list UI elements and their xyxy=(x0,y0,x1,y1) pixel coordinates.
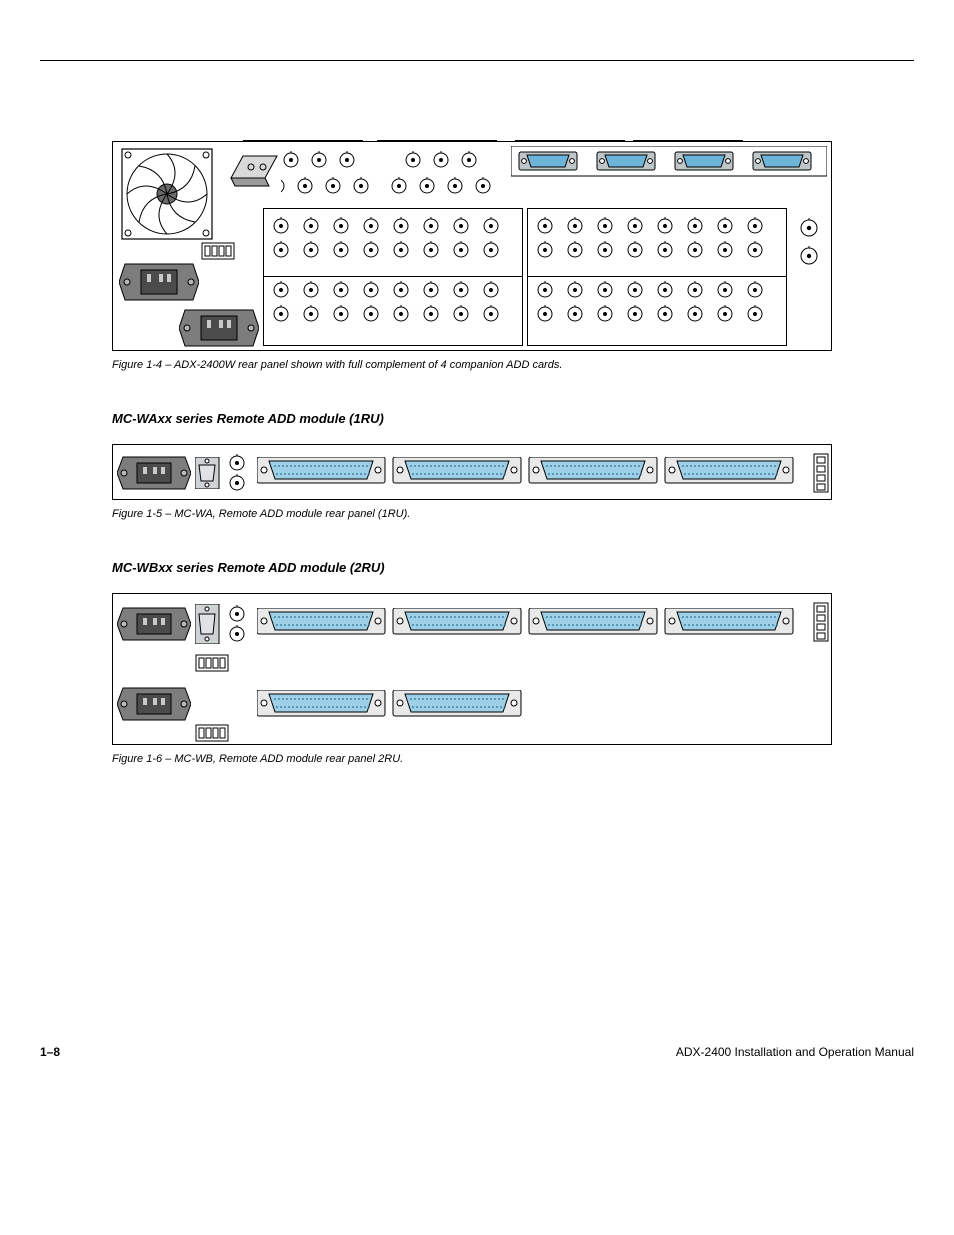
de9-small-icon xyxy=(195,604,223,644)
fan-icon xyxy=(121,148,213,240)
psu-a-icon xyxy=(117,600,191,648)
de9-small-icon xyxy=(195,457,223,489)
mc-wa-rear-panel xyxy=(112,444,832,500)
figure-caption-b: Figure 1-5 – MC-WA, Remote ADD module re… xyxy=(112,508,914,520)
dip-switch-icon xyxy=(201,242,235,260)
adx-2400w-rear-panel xyxy=(112,141,832,351)
psu-icon xyxy=(117,449,191,497)
heading-mc-waxx: MC-WAxx series Remote ADD module (1RU) xyxy=(112,411,914,426)
bnc-pair-icon xyxy=(227,453,251,493)
card1-bnc-grid-icon xyxy=(269,214,519,342)
figure-caption-a: Figure 1-4 – ADX-2400W rear panel shown … xyxy=(112,359,914,371)
footer-pagenum: 1–8 xyxy=(40,1045,60,1059)
dip-a-icon xyxy=(195,654,229,672)
dip-b-icon xyxy=(195,724,229,742)
footer-title: ADX-2400 Installation and Operation Manu… xyxy=(676,1045,914,1059)
top-rule xyxy=(40,60,914,61)
db50-row-top-icon xyxy=(257,608,805,638)
page-footer: 1–8 ADX-2400 Installation and Operation … xyxy=(40,1045,914,1089)
bnc-pair-icon xyxy=(227,604,251,644)
psu-b-icon xyxy=(179,300,259,356)
edge-tab-icon xyxy=(229,154,279,188)
bnc-top-left-icon xyxy=(281,148,501,202)
mc-wb-rear-panel xyxy=(112,593,832,745)
psu-b-icon xyxy=(117,680,191,728)
card2-bnc-grid-icon xyxy=(533,214,783,342)
de9-row-icon xyxy=(511,146,827,180)
db50-row-bot-icon xyxy=(257,690,537,720)
heading-mc-wbxx: MC-WBxx series Remote ADD module (2RU) xyxy=(112,560,914,575)
db50-row-icon xyxy=(257,457,805,487)
dip-edge-icon xyxy=(813,453,829,493)
dip-edge-icon xyxy=(813,602,829,642)
edge-bnc-icon xyxy=(797,216,825,272)
figure-caption-c: Figure 1-6 – MC-WB, Remote ADD module re… xyxy=(112,753,914,765)
